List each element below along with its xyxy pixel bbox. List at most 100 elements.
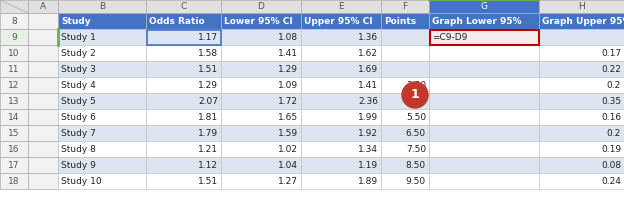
Bar xyxy=(58,93,146,109)
Bar xyxy=(28,77,58,93)
Text: Lower 95% CI: Lower 95% CI xyxy=(224,17,293,25)
Bar xyxy=(0,45,28,61)
Text: 0.35: 0.35 xyxy=(601,97,621,106)
Text: Study 1: Study 1 xyxy=(61,32,96,42)
Bar xyxy=(146,0,221,13)
Bar xyxy=(381,29,429,45)
Text: 0.2: 0.2 xyxy=(607,129,621,138)
Bar xyxy=(0,93,28,109)
Text: 1.29: 1.29 xyxy=(198,80,218,90)
Bar xyxy=(58,61,146,77)
Bar xyxy=(381,0,429,13)
Bar xyxy=(146,93,221,109)
Text: Study 2: Study 2 xyxy=(61,48,95,58)
Text: 0.16: 0.16 xyxy=(601,112,621,121)
Bar xyxy=(146,29,221,45)
Text: E: E xyxy=(338,2,344,11)
Bar xyxy=(221,45,301,61)
Text: 0.22: 0.22 xyxy=(601,64,621,73)
Text: 1.59: 1.59 xyxy=(278,129,298,138)
Text: 0.08: 0.08 xyxy=(601,160,621,170)
Bar xyxy=(58,0,146,13)
Bar xyxy=(429,93,539,109)
Bar xyxy=(301,61,381,77)
Bar xyxy=(221,141,301,157)
Bar xyxy=(429,29,539,45)
Text: 0.19: 0.19 xyxy=(601,144,621,154)
Bar xyxy=(301,125,381,141)
Text: 1.04: 1.04 xyxy=(278,160,298,170)
Text: 1.89: 1.89 xyxy=(358,176,378,186)
Bar xyxy=(0,157,28,173)
Bar xyxy=(429,77,539,93)
Bar xyxy=(539,0,624,13)
Bar xyxy=(146,77,221,93)
Text: 8.50: 8.50 xyxy=(406,160,426,170)
Bar xyxy=(381,157,429,173)
Text: 1.41: 1.41 xyxy=(358,80,378,90)
Text: 12: 12 xyxy=(8,80,20,90)
Bar xyxy=(28,29,58,45)
Bar xyxy=(429,45,539,61)
Bar xyxy=(381,61,429,77)
Bar xyxy=(301,77,381,93)
Text: B: B xyxy=(99,2,105,11)
Text: 1.62: 1.62 xyxy=(358,48,378,58)
Bar xyxy=(146,61,221,77)
Bar xyxy=(381,93,429,109)
Text: 11: 11 xyxy=(8,64,20,73)
Text: 1.21: 1.21 xyxy=(198,144,218,154)
Bar xyxy=(146,109,221,125)
Bar xyxy=(0,0,28,13)
Bar xyxy=(58,13,146,29)
Bar xyxy=(28,61,58,77)
Text: 1.79: 1.79 xyxy=(198,129,218,138)
Bar xyxy=(0,13,28,29)
Text: Study 9: Study 9 xyxy=(61,160,96,170)
Bar xyxy=(429,109,539,125)
Text: 1.51: 1.51 xyxy=(198,64,218,73)
Bar xyxy=(429,29,539,45)
Text: Graph Lower 95%: Graph Lower 95% xyxy=(432,17,522,25)
Bar xyxy=(301,45,381,61)
Circle shape xyxy=(402,82,428,108)
Text: Study 6: Study 6 xyxy=(61,112,96,121)
Text: 1.92: 1.92 xyxy=(358,129,378,138)
Text: Study 3: Study 3 xyxy=(61,64,96,73)
Text: 9.50: 9.50 xyxy=(406,176,426,186)
Text: 1.58: 1.58 xyxy=(198,48,218,58)
Text: Upper 95% CI: Upper 95% CI xyxy=(304,17,373,25)
Text: 1.02: 1.02 xyxy=(278,144,298,154)
Bar xyxy=(429,141,539,157)
Bar xyxy=(28,125,58,141)
Bar xyxy=(429,61,539,77)
Text: D: D xyxy=(258,2,265,11)
Bar xyxy=(301,29,381,45)
Bar xyxy=(429,13,539,29)
Bar xyxy=(539,157,624,173)
Bar xyxy=(381,77,429,93)
Text: 10: 10 xyxy=(8,48,20,58)
Text: 15: 15 xyxy=(8,129,20,138)
Text: Points: Points xyxy=(384,17,416,25)
Text: 1.65: 1.65 xyxy=(278,112,298,121)
Bar xyxy=(221,125,301,141)
Text: 8: 8 xyxy=(11,17,17,25)
Text: 16: 16 xyxy=(8,144,20,154)
Bar xyxy=(301,93,381,109)
Bar xyxy=(0,173,28,189)
Bar xyxy=(0,29,28,45)
Bar xyxy=(539,93,624,109)
Bar xyxy=(221,29,301,45)
Bar xyxy=(146,13,221,29)
Text: 4.50: 4.50 xyxy=(406,97,426,106)
Text: Study 4: Study 4 xyxy=(61,80,95,90)
Text: Graph Upper 95%: Graph Upper 95% xyxy=(542,17,624,25)
Bar xyxy=(58,45,146,61)
Bar xyxy=(58,125,146,141)
Bar xyxy=(58,157,146,173)
Bar xyxy=(0,125,28,141)
Text: 1.34: 1.34 xyxy=(358,144,378,154)
Bar xyxy=(221,0,301,13)
Bar xyxy=(221,109,301,125)
